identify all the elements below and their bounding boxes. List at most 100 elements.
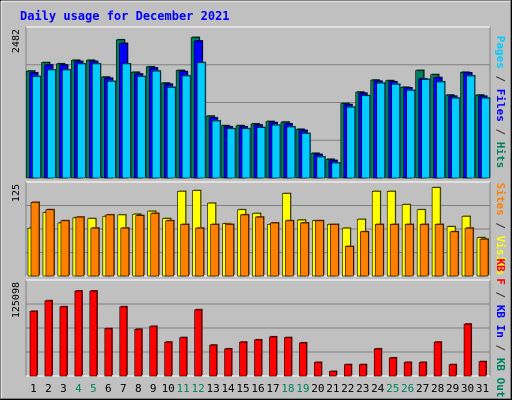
day-label: 13 (206, 382, 219, 395)
bar-pages (181, 75, 191, 179)
day-label: 10 (162, 382, 175, 395)
day-label: 15 (236, 382, 249, 395)
bar-sites (180, 224, 189, 277)
bar-pages (301, 133, 311, 179)
bar-kb-f (239, 341, 247, 377)
bar-kb-f (59, 306, 68, 377)
bar-pages (62, 69, 71, 179)
bar-pages (47, 69, 56, 179)
bar-pages (151, 70, 161, 179)
bar-kb-f (119, 306, 128, 377)
bar-sites (165, 220, 174, 277)
y-max-label: 125 (11, 184, 22, 202)
bar-kb-f (134, 329, 143, 377)
day-label: 27 (416, 382, 429, 395)
bar-pages (436, 81, 445, 179)
bar-kb-f (164, 341, 172, 377)
bar-sites (330, 224, 339, 277)
bar-sites (45, 209, 55, 277)
bar-pages (376, 82, 386, 179)
day-label: 2 (45, 382, 52, 395)
bar-sites (434, 224, 444, 277)
bar-pages (286, 126, 296, 179)
bar-pages (136, 76, 146, 179)
bar-kb-f (269, 336, 277, 377)
bar-pages (451, 97, 460, 179)
y-series-label: KB F / KB In / KB Out (494, 258, 507, 397)
bar-sites (120, 227, 130, 277)
panel-kb: 125098 KB F / KB In / KB Out (11, 258, 507, 397)
day-label: 25 (386, 382, 399, 395)
bar-sites (75, 216, 85, 277)
y-series-label-part: KB Out (494, 358, 507, 398)
bar-sites (90, 227, 100, 277)
bar-kb-f (403, 362, 412, 377)
day-label: 20 (311, 382, 324, 395)
day-label: 28 (431, 382, 444, 395)
x-axis-day-labels: 1 2 3 4 5 6 7 8 9 10 11 12 13 14 15 16 17 18 19 20 21 22 23 24 2… (30, 382, 489, 395)
bar-kb-f (284, 337, 292, 377)
bar-pages (271, 124, 281, 179)
bar-pages (481, 97, 490, 179)
bar-kb-f (29, 311, 38, 377)
bar-kb-f (224, 348, 232, 377)
day-label: 23 (356, 382, 369, 395)
bar-sites (195, 227, 204, 277)
bar-kb-f (149, 326, 158, 377)
bar-pages (32, 76, 41, 179)
y-max-label: 2482 (11, 29, 22, 53)
bar-kb-f (358, 364, 367, 377)
bar-pages (406, 90, 415, 179)
y-series-label: Sites / Visits (494, 183, 507, 276)
bar-kb-f (44, 300, 53, 377)
day-label: 30 (461, 382, 474, 395)
bar-kb-f (74, 290, 83, 377)
bar-sites (315, 220, 324, 277)
day-label: 24 (371, 382, 385, 395)
bar-kb-f (314, 362, 322, 377)
bar-kb-f (388, 357, 397, 377)
bar-sites (225, 224, 234, 277)
day-label: 16 (251, 382, 264, 395)
y-series-label-part: / (494, 122, 507, 142)
day-label: 12 (192, 382, 205, 395)
y-max-label: 125098 (11, 282, 22, 318)
bar-kb-f (104, 328, 113, 377)
day-label: 26 (401, 382, 414, 395)
day-label: 5 (90, 382, 97, 395)
bar-sites (345, 246, 354, 277)
bar-sites (270, 222, 279, 277)
bar-pages (107, 81, 116, 179)
day-label: 7 (120, 382, 127, 395)
y-series-label: Pages / Files / Hits (494, 36, 507, 169)
bar-kb-f (299, 342, 307, 377)
bar-sites (255, 216, 264, 277)
bar-kb-f (329, 371, 337, 377)
y-series-label-part: Pages (494, 36, 507, 69)
y-series-label-part: KB In (494, 305, 507, 338)
day-label: 1 (30, 382, 37, 395)
day-label: 19 (296, 382, 309, 395)
bar-kb-f (373, 348, 382, 377)
bar-pages (121, 63, 131, 179)
day-label: 22 (341, 382, 354, 395)
bar-sites (479, 238, 489, 277)
bar-pages (391, 84, 401, 179)
bar-sites (285, 220, 294, 277)
y-series-label-part: Hits (494, 142, 507, 169)
day-label: 4 (75, 382, 82, 395)
bar-kb-f (89, 290, 98, 377)
bar-kb-f (194, 309, 202, 377)
day-label: 29 (446, 382, 459, 395)
y-series-label-part: Files (494, 89, 507, 122)
y-series-label-part: Visits (494, 236, 507, 276)
bar-kb-f (179, 337, 187, 377)
y-series-label-part: KB F (494, 258, 507, 285)
bar-pages (256, 127, 266, 179)
day-label: 6 (105, 382, 112, 395)
bar-kb-f (478, 361, 487, 377)
bar-kb-f (433, 341, 442, 377)
bar-sites (404, 224, 414, 277)
